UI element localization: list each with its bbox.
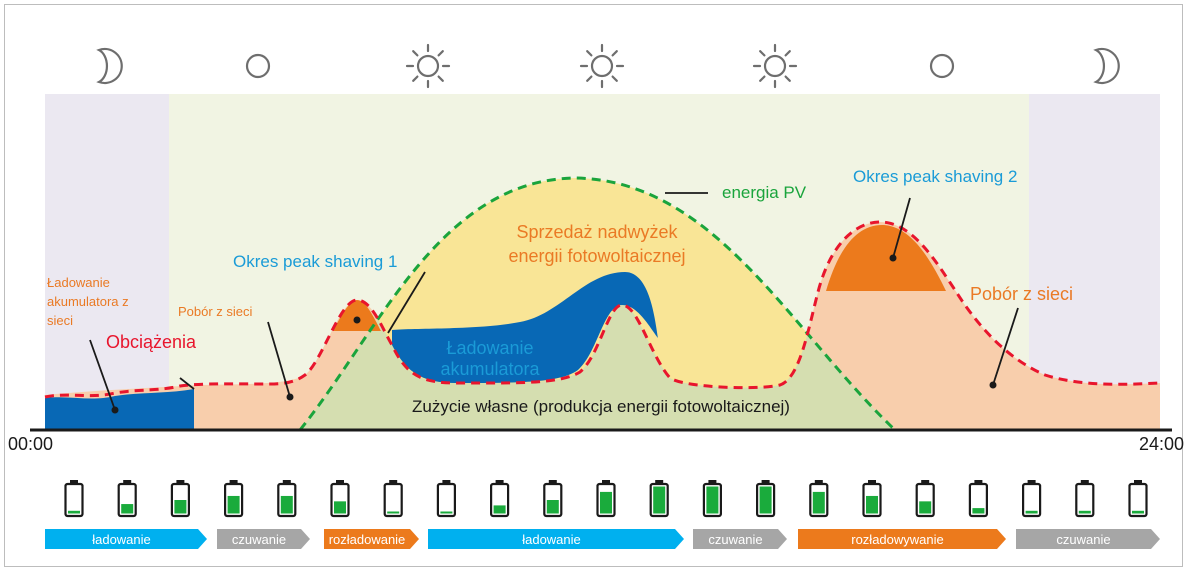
battery-icon <box>1128 480 1148 518</box>
battery-icon <box>1021 480 1042 518</box>
battery-level <box>280 495 293 514</box>
charging-from-grid-line2: akumulatora z <box>47 294 129 309</box>
battery-level <box>706 486 719 514</box>
mode-segment-label: czuwanie <box>708 532 762 547</box>
battery-level <box>121 504 134 514</box>
load-curve <box>44 220 1161 399</box>
mode-segment: rozładowanie <box>324 529 419 549</box>
battery-icon <box>330 480 350 518</box>
surplus-label-line2: energii fotowoltaicznej <box>508 246 685 266</box>
time-start-label: 00:00 <box>8 434 53 454</box>
battery-level <box>1078 510 1091 514</box>
battery-charging-label-line2: akumulatora <box>440 359 540 379</box>
battery-level <box>866 495 878 514</box>
battery-level <box>334 501 346 514</box>
mode-bar: ładowanie czuwanie rozładowanie ładowanie cz… <box>45 529 1160 549</box>
self-consumption-label: Zużycie własne (produkcja energii fotowo… <box>412 397 790 416</box>
charging-from-grid-line3: sieci <box>47 313 73 328</box>
mode-segment-label: ładowanie <box>522 532 581 547</box>
peak-shaving-2-label: Okres peak shaving 2 <box>853 167 1017 186</box>
mode-segment-label: czuwanie <box>1056 532 1110 547</box>
moon-icon <box>1094 47 1120 85</box>
mode-segment: rozładowywanie <box>798 529 1006 549</box>
load-label: Obciążenia <box>106 332 197 352</box>
leader-lines <box>89 192 1019 411</box>
peak-shaving-1-area <box>333 300 381 331</box>
peak-shaving-1-label: Okres peak shaving 1 <box>233 252 397 271</box>
mode-segment-label: czuwanie <box>232 532 286 547</box>
battery-icon <box>649 480 669 518</box>
sun-icon <box>752 43 798 89</box>
surplus-label-line1: Sprzedaż nadwyżek <box>516 222 678 242</box>
sun-icon <box>405 43 451 89</box>
battery-icon <box>862 480 882 518</box>
mode-segment-label: rozładowywanie <box>851 532 944 547</box>
battery-icon <box>543 480 563 518</box>
battery-level <box>972 508 985 514</box>
battery-level <box>812 491 825 514</box>
battery-level <box>493 505 506 514</box>
battery-level <box>546 500 559 514</box>
night-zone-left <box>45 94 169 430</box>
charging-from-grid-line1: Ładowanie <box>47 275 110 290</box>
battery-level <box>600 491 612 514</box>
battery-level <box>1132 510 1144 514</box>
grid-draw-large-label: Pobór z sieci <box>970 284 1073 304</box>
mode-segment-label: ładowanie <box>92 532 151 547</box>
grid-draw-small-label: Pobór z sieci <box>178 304 253 319</box>
battery-row <box>64 480 1148 518</box>
battery-icon <box>224 480 244 518</box>
leader-dots <box>111 254 997 414</box>
battery-icon <box>755 480 776 518</box>
sun-icon <box>579 43 625 89</box>
mode-segment: czuwanie <box>693 529 787 549</box>
battery-level <box>227 495 240 514</box>
battery-icon <box>64 480 84 518</box>
diagram-frame <box>4 4 1183 567</box>
mode-segment-label: rozładowanie <box>329 532 406 547</box>
moon-icon <box>97 47 123 85</box>
battery-icon <box>490 480 510 518</box>
battery-icon <box>596 480 616 518</box>
battery-icon <box>809 480 829 518</box>
battery-icon <box>277 480 297 518</box>
battery-icon <box>383 480 403 518</box>
battery-level <box>919 501 932 514</box>
pv-energy-label: energia PV <box>722 183 807 202</box>
battery-level <box>653 486 666 514</box>
battery-icon <box>702 480 723 518</box>
battery-charging-label-line1: Ładowanie <box>446 338 533 358</box>
mode-segment: ładowanie <box>428 529 684 549</box>
night-zone-right <box>1029 94 1160 430</box>
battery-level <box>68 510 80 514</box>
battery-level <box>1025 510 1038 514</box>
battery-icon <box>436 480 456 518</box>
battery-level <box>759 486 772 514</box>
battery-level <box>174 500 187 514</box>
peak-shaving-2-area <box>826 225 946 291</box>
battery-charging-area <box>392 272 658 383</box>
mode-segment: czuwanie <box>1016 529 1160 549</box>
mode-segment: czuwanie <box>217 529 310 549</box>
mode-segment: ładowanie <box>45 529 207 549</box>
battery-icon <box>117 480 137 518</box>
battery-level <box>387 511 400 514</box>
night-charge-area <box>45 389 194 430</box>
sky-icons <box>97 43 1120 89</box>
battery-icon <box>915 480 935 518</box>
battery-icon <box>170 480 190 518</box>
circle-icon <box>245 53 271 79</box>
circle-icon <box>929 53 955 79</box>
battery-level <box>440 511 453 514</box>
time-end-label: 24:00 <box>1139 434 1184 454</box>
battery-icon <box>1075 480 1095 518</box>
battery-icon <box>968 480 989 518</box>
